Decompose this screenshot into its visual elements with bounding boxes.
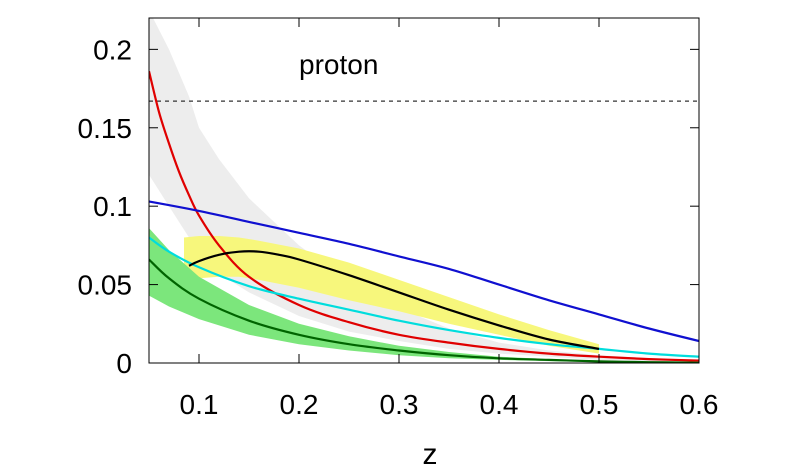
annotation-label: proton <box>299 49 378 80</box>
y-tick-label: 0.2 <box>93 34 132 65</box>
y-tick-label: 0.15 <box>78 113 133 144</box>
y-tick-label: 0.1 <box>93 191 132 222</box>
x-tick-label: 0.6 <box>680 389 719 420</box>
annotation-layer: proton <box>299 49 378 80</box>
x-tick-label: 0.5 <box>580 389 619 420</box>
y-tick-label: 0.05 <box>78 270 133 301</box>
x-tick-label: 0.1 <box>180 389 219 420</box>
uncertainty-band-3 <box>149 228 699 363</box>
series-line-1 <box>149 71 699 362</box>
series-line-2 <box>149 200 699 343</box>
x-tick-label: 0.2 <box>280 389 319 420</box>
tick-labels-layer: 0.1 0.2 0.3 0.4 0.5 0.6 0 0.05 0.1 0.15 0.2 <box>78 34 719 420</box>
series-line-4 <box>188 250 600 350</box>
x-axis-title: z <box>423 438 438 471</box>
plot-frame <box>148 17 700 364</box>
y-tick-label: 0 <box>116 348 132 379</box>
x-tick-label: 0.3 <box>380 389 419 420</box>
series-layer <box>149 71 699 363</box>
ticks-layer <box>149 18 700 364</box>
x-tick-label: 0.4 <box>480 389 519 420</box>
